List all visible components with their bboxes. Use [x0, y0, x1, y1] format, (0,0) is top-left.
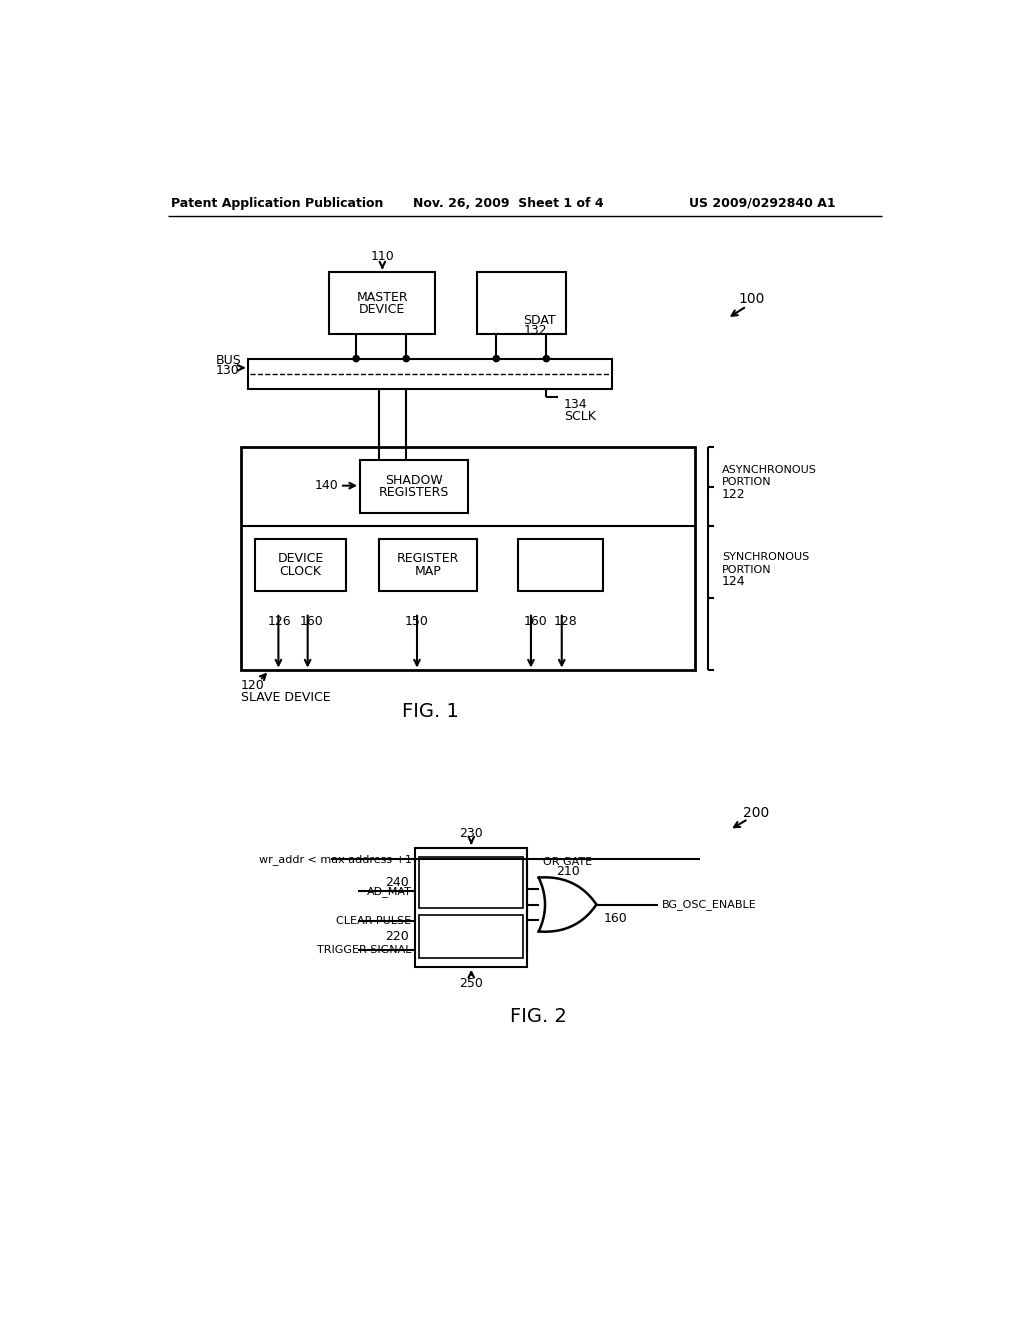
Text: 134: 134: [564, 399, 588, 412]
Text: ASYNCHRONOUS: ASYNCHRONOUS: [722, 465, 817, 475]
Text: wr_addr < max address +1: wr_addr < max address +1: [259, 854, 412, 865]
Text: MAP: MAP: [415, 565, 441, 578]
Text: 122: 122: [722, 488, 745, 502]
Bar: [477, 272, 565, 334]
Text: 126: 126: [267, 615, 291, 628]
Bar: [241, 447, 695, 671]
Text: OR GATE: OR GATE: [543, 857, 592, 867]
Text: REGISTERS: REGISTERS: [379, 486, 450, 499]
Text: SDAT: SDAT: [523, 314, 556, 326]
Text: 128: 128: [554, 615, 578, 628]
Text: 100: 100: [739, 292, 765, 305]
Text: PORTION: PORTION: [722, 477, 771, 487]
Text: SHADOW: SHADOW: [385, 474, 442, 487]
Bar: [419, 915, 523, 958]
Circle shape: [353, 355, 359, 362]
Text: BUS: BUS: [215, 354, 241, 367]
Text: PORTION: PORTION: [722, 565, 771, 574]
Circle shape: [403, 355, 410, 362]
Bar: [249, 359, 611, 389]
Bar: [416, 847, 527, 966]
Text: 230: 230: [460, 828, 483, 841]
Text: 210: 210: [556, 865, 580, 878]
Bar: [419, 857, 523, 908]
Text: BG_OSC_ENABLE: BG_OSC_ENABLE: [662, 899, 757, 909]
Text: CLOCK: CLOCK: [280, 565, 322, 578]
Circle shape: [544, 355, 550, 362]
Text: DEVICE: DEVICE: [278, 552, 324, 565]
Text: 250: 250: [460, 977, 483, 990]
Text: DEVICE: DEVICE: [359, 302, 406, 315]
Circle shape: [494, 355, 500, 362]
Bar: [330, 272, 435, 334]
Text: CLEAR PULSE: CLEAR PULSE: [337, 916, 412, 925]
Text: 160: 160: [604, 912, 628, 925]
Text: 200: 200: [742, 807, 769, 820]
Text: REGISTER: REGISTER: [396, 552, 459, 565]
Text: TRIGGER SIGNAL: TRIGGER SIGNAL: [317, 945, 412, 954]
Text: AD_MAT: AD_MAT: [367, 886, 412, 896]
Text: 220: 220: [386, 929, 410, 942]
Text: 150: 150: [406, 615, 429, 628]
Text: US 2009/0292840 A1: US 2009/0292840 A1: [689, 197, 836, 210]
Bar: [379, 539, 477, 591]
Text: SCLK: SCLK: [564, 409, 596, 422]
Bar: [255, 539, 346, 591]
Text: 140: 140: [314, 479, 339, 492]
Text: 160: 160: [523, 615, 547, 628]
Text: SYNCHRONOUS: SYNCHRONOUS: [722, 552, 809, 562]
Text: Nov. 26, 2009  Sheet 1 of 4: Nov. 26, 2009 Sheet 1 of 4: [413, 197, 603, 210]
Text: Patent Application Publication: Patent Application Publication: [171, 197, 383, 210]
Text: 120: 120: [241, 680, 264, 693]
Text: 132: 132: [523, 325, 547, 338]
Text: 130: 130: [215, 364, 239, 378]
Text: 124: 124: [722, 576, 745, 589]
Text: FIG. 2: FIG. 2: [510, 1007, 567, 1027]
Bar: [360, 461, 468, 512]
Text: FIG. 1: FIG. 1: [402, 702, 460, 721]
Text: 110: 110: [371, 251, 394, 264]
Text: SLAVE DEVICE: SLAVE DEVICE: [241, 690, 331, 704]
Bar: [518, 539, 602, 591]
Text: MASTER: MASTER: [356, 290, 409, 304]
Text: 160: 160: [300, 615, 324, 628]
Text: 240: 240: [386, 876, 410, 890]
